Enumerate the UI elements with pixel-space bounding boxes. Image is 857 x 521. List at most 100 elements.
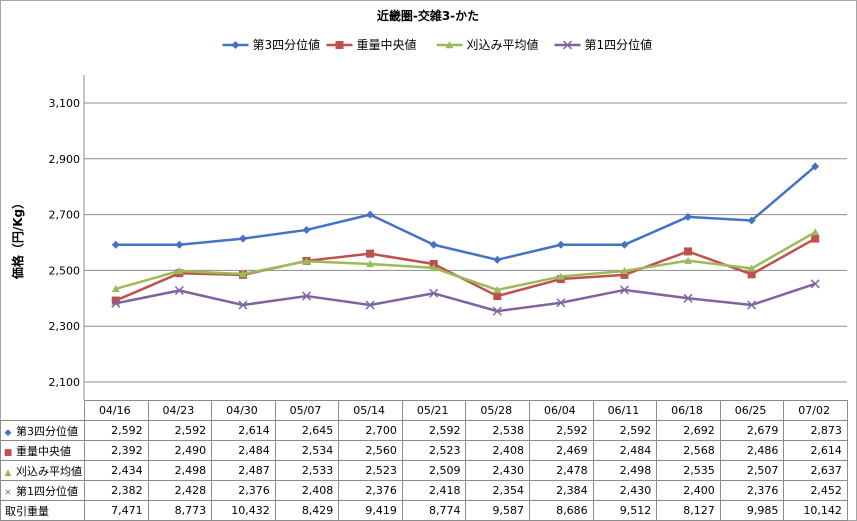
table-row: × 第1四分位値 2,382 2,428 2,376 2,408 2,376 2,418 2,3… — [0, 480, 848, 501]
row-name: 第1四分位値 — [16, 484, 78, 498]
data-label: 2,484 — [211, 440, 276, 461]
data-point — [620, 270, 629, 279]
x-tick-label: 05/14 — [338, 400, 403, 421]
series-lines — [111, 162, 820, 316]
series — [111, 162, 820, 264]
data-point — [493, 285, 502, 294]
data-label: 2,376 — [719, 480, 785, 501]
data-point — [175, 266, 184, 275]
data-label: 2,384 — [529, 480, 594, 501]
data-point — [365, 300, 375, 310]
data-point — [684, 247, 693, 256]
data-point — [302, 225, 311, 234]
data-label: 2,679 — [719, 420, 785, 441]
data-point — [493, 292, 502, 301]
data-label: 2,509 — [401, 460, 467, 481]
data-label: 2,568 — [656, 440, 721, 461]
legend-marker — [445, 41, 454, 49]
data-point — [238, 300, 248, 310]
data-label: 2,592 — [147, 420, 213, 441]
data-label: 2,498 — [592, 460, 658, 481]
x-tick-label: 07/02 — [783, 400, 848, 421]
data-point — [556, 240, 565, 249]
data-point — [111, 284, 120, 293]
data-label: 2,873 — [783, 420, 848, 441]
table-row-label: × 第1四分位値 — [0, 480, 85, 501]
legend-key-icon: ■ — [3, 447, 13, 458]
data-label: 9,985 — [719, 500, 785, 521]
data-point — [620, 266, 629, 275]
y-tick-label: 2,100 — [49, 376, 81, 389]
series — [111, 228, 820, 294]
data-point — [747, 270, 756, 279]
legend-label: 第3四分位値 — [253, 37, 321, 52]
data-label: 2,692 — [656, 420, 721, 441]
data-label: 2,452 — [783, 480, 848, 501]
data-label: 2,434 — [84, 460, 149, 481]
data-point — [492, 306, 502, 316]
series — [111, 234, 820, 305]
data-label: 8,773 — [147, 500, 213, 521]
data-point — [174, 285, 184, 296]
data-label: 2,400 — [656, 480, 721, 501]
data-label: 2,592 — [592, 420, 658, 441]
data-point — [747, 216, 756, 225]
data-point — [302, 257, 311, 265]
table-corner — [0, 400, 85, 421]
data-label: 2,376 — [338, 480, 403, 501]
y-tick-label: 2,500 — [49, 264, 81, 277]
data-point — [429, 263, 438, 272]
data-point — [366, 259, 375, 268]
x-tick-label: 04/16 — [84, 400, 149, 421]
data-label: 2,560 — [338, 440, 403, 461]
data-point — [111, 298, 121, 308]
series-line — [115, 282, 816, 313]
data-point — [811, 234, 820, 243]
table-row: ▲ 刈込み平均値 2,434 2,498 2,487 2,533 2,523 2,509 2,4… — [0, 460, 848, 481]
data-label: 2,498 — [147, 460, 213, 481]
data-label: 2,418 — [401, 480, 467, 501]
y-tick-label: 2,900 — [49, 153, 81, 166]
x-tick-label: 06/25 — [719, 400, 785, 421]
data-label: 8,686 — [529, 500, 594, 521]
legend-key-icon: ◆ — [4, 427, 12, 438]
data-label: 2,535 — [656, 460, 721, 481]
table-row-label: ▲ 刈込み平均値 — [0, 460, 85, 481]
y-tick-label: 2,300 — [49, 320, 81, 333]
legend-key-icon: × — [4, 487, 12, 498]
x-tick-label: 04/30 — [211, 400, 276, 421]
data-point — [684, 212, 693, 221]
legend-marker — [231, 41, 240, 49]
data-label: 9,587 — [465, 500, 531, 521]
y-tick-label: 2,700 — [49, 209, 81, 222]
data-label: 2,534 — [274, 440, 340, 461]
legend-label: 第1四分位値 — [585, 37, 653, 52]
data-label: 2,382 — [84, 480, 149, 501]
data-point — [429, 240, 438, 249]
data-label: 2,645 — [274, 420, 340, 441]
data-label: 2,428 — [147, 480, 213, 501]
data-point — [238, 270, 247, 278]
legend-item: 刈込み平均値 — [436, 37, 539, 52]
data-point — [811, 228, 820, 236]
table-header-row: 04/16 04/23 04/30 05/07 05/14 05/21 05/28 06/04… — [0, 400, 848, 421]
table-row-label: 取引重量 — [0, 500, 85, 521]
data-label: 2,469 — [529, 440, 594, 461]
data-label: 8,774 — [401, 500, 467, 521]
data-label: 2,354 — [465, 480, 531, 501]
legend-label: 刈込み平均値 — [467, 37, 539, 52]
data-label: 9,512 — [592, 500, 658, 521]
series — [111, 279, 820, 316]
data-point — [810, 279, 820, 289]
data-point — [429, 288, 439, 298]
legend-key-icon: ▲ — [4, 467, 12, 478]
legend-item: 重量中央値 — [326, 37, 417, 52]
data-label: 2,614 — [783, 440, 848, 461]
series-line — [115, 165, 817, 262]
legend-marker — [562, 40, 573, 50]
data-label: 2,430 — [592, 480, 658, 501]
data-label: 2,478 — [529, 460, 594, 481]
data-label: 2,592 — [529, 420, 594, 441]
x-tick-label: 05/07 — [274, 400, 340, 421]
x-tick-label: 05/28 — [465, 400, 531, 421]
